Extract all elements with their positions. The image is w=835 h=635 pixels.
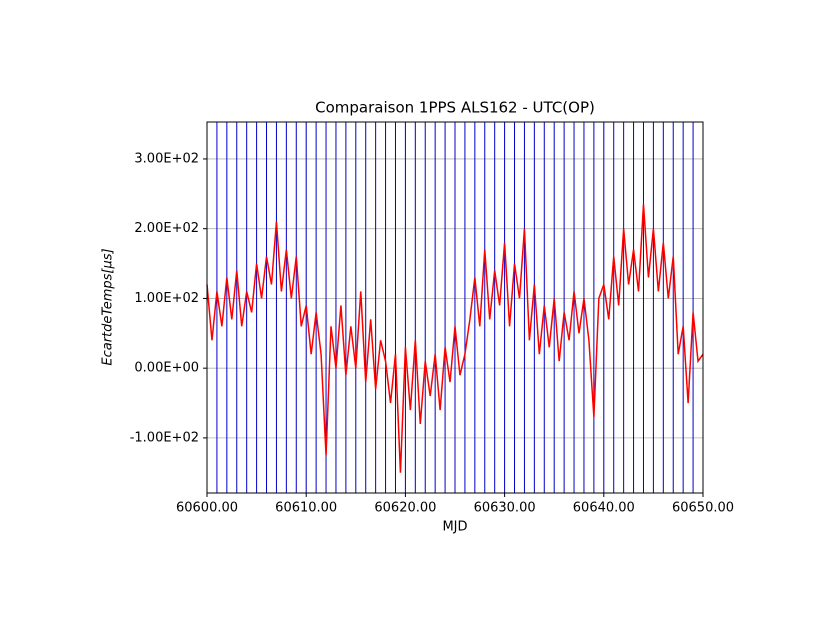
- x-tick-label: 60610.00: [275, 501, 337, 516]
- x-axis-label: MJD: [442, 520, 467, 535]
- axes-frame: [206, 121, 704, 494]
- y-tick-label: 0.00E+00: [134, 361, 199, 376]
- x-tick-label: 60620.00: [374, 501, 436, 516]
- x-tick-label: 60600.00: [176, 501, 238, 516]
- data-line: [206, 204, 704, 473]
- x-tick-label: 60650.00: [672, 501, 734, 516]
- chart-title: Comparaison 1PPS ALS162 - UTC(OP): [315, 99, 595, 117]
- y-tick-label: 3.00E+02: [134, 151, 199, 166]
- x-tick-label: 60640.00: [573, 501, 635, 516]
- y-tick-label: 1.00E+02: [134, 291, 199, 306]
- y-axis-label: EcartdeTemps[μs]: [101, 248, 116, 365]
- x-tick-label: 60630.00: [474, 501, 536, 516]
- y-tick-label: -1.00E+02: [130, 430, 199, 445]
- y-tick-label: 2.00E+02: [134, 221, 199, 236]
